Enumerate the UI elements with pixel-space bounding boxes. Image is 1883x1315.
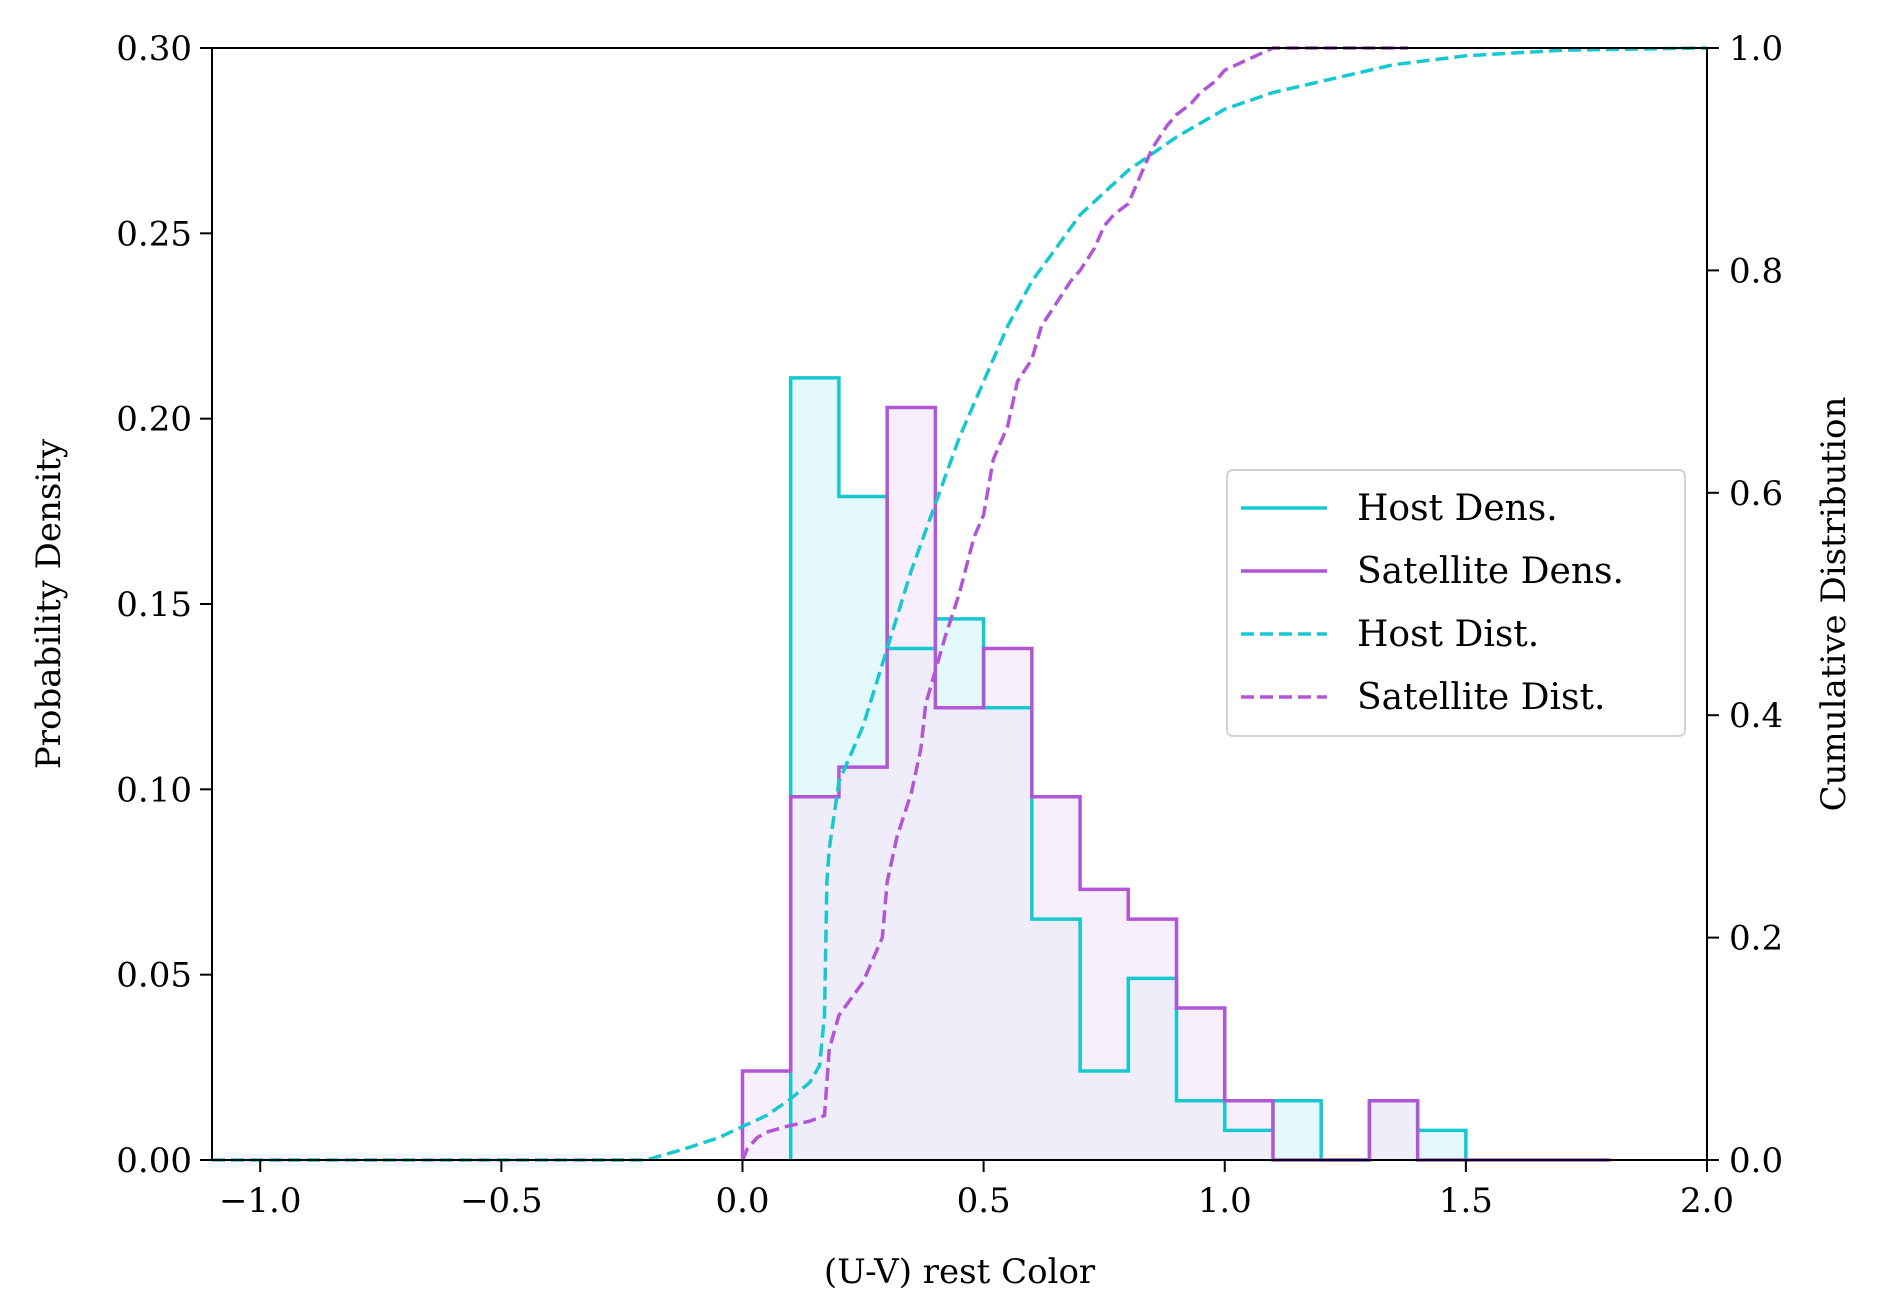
satellite-dens-bar xyxy=(1080,889,1129,1160)
x-tick-label: 2.0 xyxy=(1680,1181,1734,1221)
cdf-lines xyxy=(212,46,1708,1162)
legend-label-host-dens: Host Dens. xyxy=(1357,488,1558,529)
satellite-dens-bar xyxy=(1128,919,1177,1160)
x-tick-label: 1.5 xyxy=(1439,1181,1493,1221)
host-dens-bar xyxy=(1417,1130,1466,1160)
x-tick-label: 0.5 xyxy=(957,1181,1011,1221)
x-tick-label: 0.0 xyxy=(715,1181,769,1221)
y-right-tick-label: 0.0 xyxy=(1729,1141,1783,1181)
y-right-tick-label: 0.6 xyxy=(1729,474,1783,514)
satellite-dens-bar xyxy=(983,648,1032,1160)
ticks: −1.0 −0.5 0.0 0.5 1.0 1.5 2.0 0.00 0.05 0.10 0.15 0… xyxy=(116,29,1783,1221)
y-left-tick-label: 0.15 xyxy=(116,585,192,625)
satellite-dens-bar xyxy=(790,796,839,1160)
x-tick-label: 1.0 xyxy=(1198,1181,1252,1221)
legend-label-satellite-dens: Satellite Dens. xyxy=(1357,551,1624,592)
legend-label-satellite-dist: Satellite Dist. xyxy=(1357,677,1605,718)
legend: Host Dens. Satellite Dens. Host Dist. Satel… xyxy=(1226,469,1686,737)
y-left-tick-label: 0.10 xyxy=(116,770,192,810)
satellite-dens-bar xyxy=(935,707,984,1160)
satellite-dens-bar xyxy=(1176,1008,1225,1160)
satellite-dens-bar xyxy=(1031,796,1081,1160)
host-dist-line xyxy=(212,46,1708,1162)
satellite-dens-outline xyxy=(740,405,1611,1162)
legend-label-host-dist: Host Dist. xyxy=(1357,614,1539,655)
y-left-tick-label: 0.05 xyxy=(116,956,192,996)
y-left-tick-label: 0.00 xyxy=(116,1141,192,1181)
x-tick-label: −0.5 xyxy=(460,1181,543,1221)
y-right-tick-label: 0.4 xyxy=(1729,696,1783,736)
satellite-dist-line xyxy=(740,46,1408,1161)
y-left-tick-label: 0.20 xyxy=(116,400,192,440)
host-dens-bar xyxy=(1272,1100,1322,1160)
x-tick-label: −1.0 xyxy=(219,1181,302,1221)
y-left-tick-label: 0.30 xyxy=(116,29,192,69)
y-right-tick-label: 0.8 xyxy=(1729,251,1783,291)
y-right-tick-label: 0.2 xyxy=(1729,919,1783,959)
satellite-dens-bar xyxy=(1369,1100,1418,1160)
legend-box xyxy=(1226,469,1686,737)
x-axis-label: (U-V) rest Color xyxy=(824,1252,1096,1292)
y-axis-label-right: Cumulative Distribution xyxy=(1814,397,1854,812)
histogram-outlines xyxy=(740,376,1611,1162)
satellite-dens-bar xyxy=(838,767,888,1160)
y-right-tick-label: 1.0 xyxy=(1729,29,1783,69)
y-left-tick-label: 0.25 xyxy=(116,214,192,254)
y-axis-label-left: Probability Density xyxy=(29,438,69,769)
satellite-dens-bar xyxy=(887,407,936,1161)
